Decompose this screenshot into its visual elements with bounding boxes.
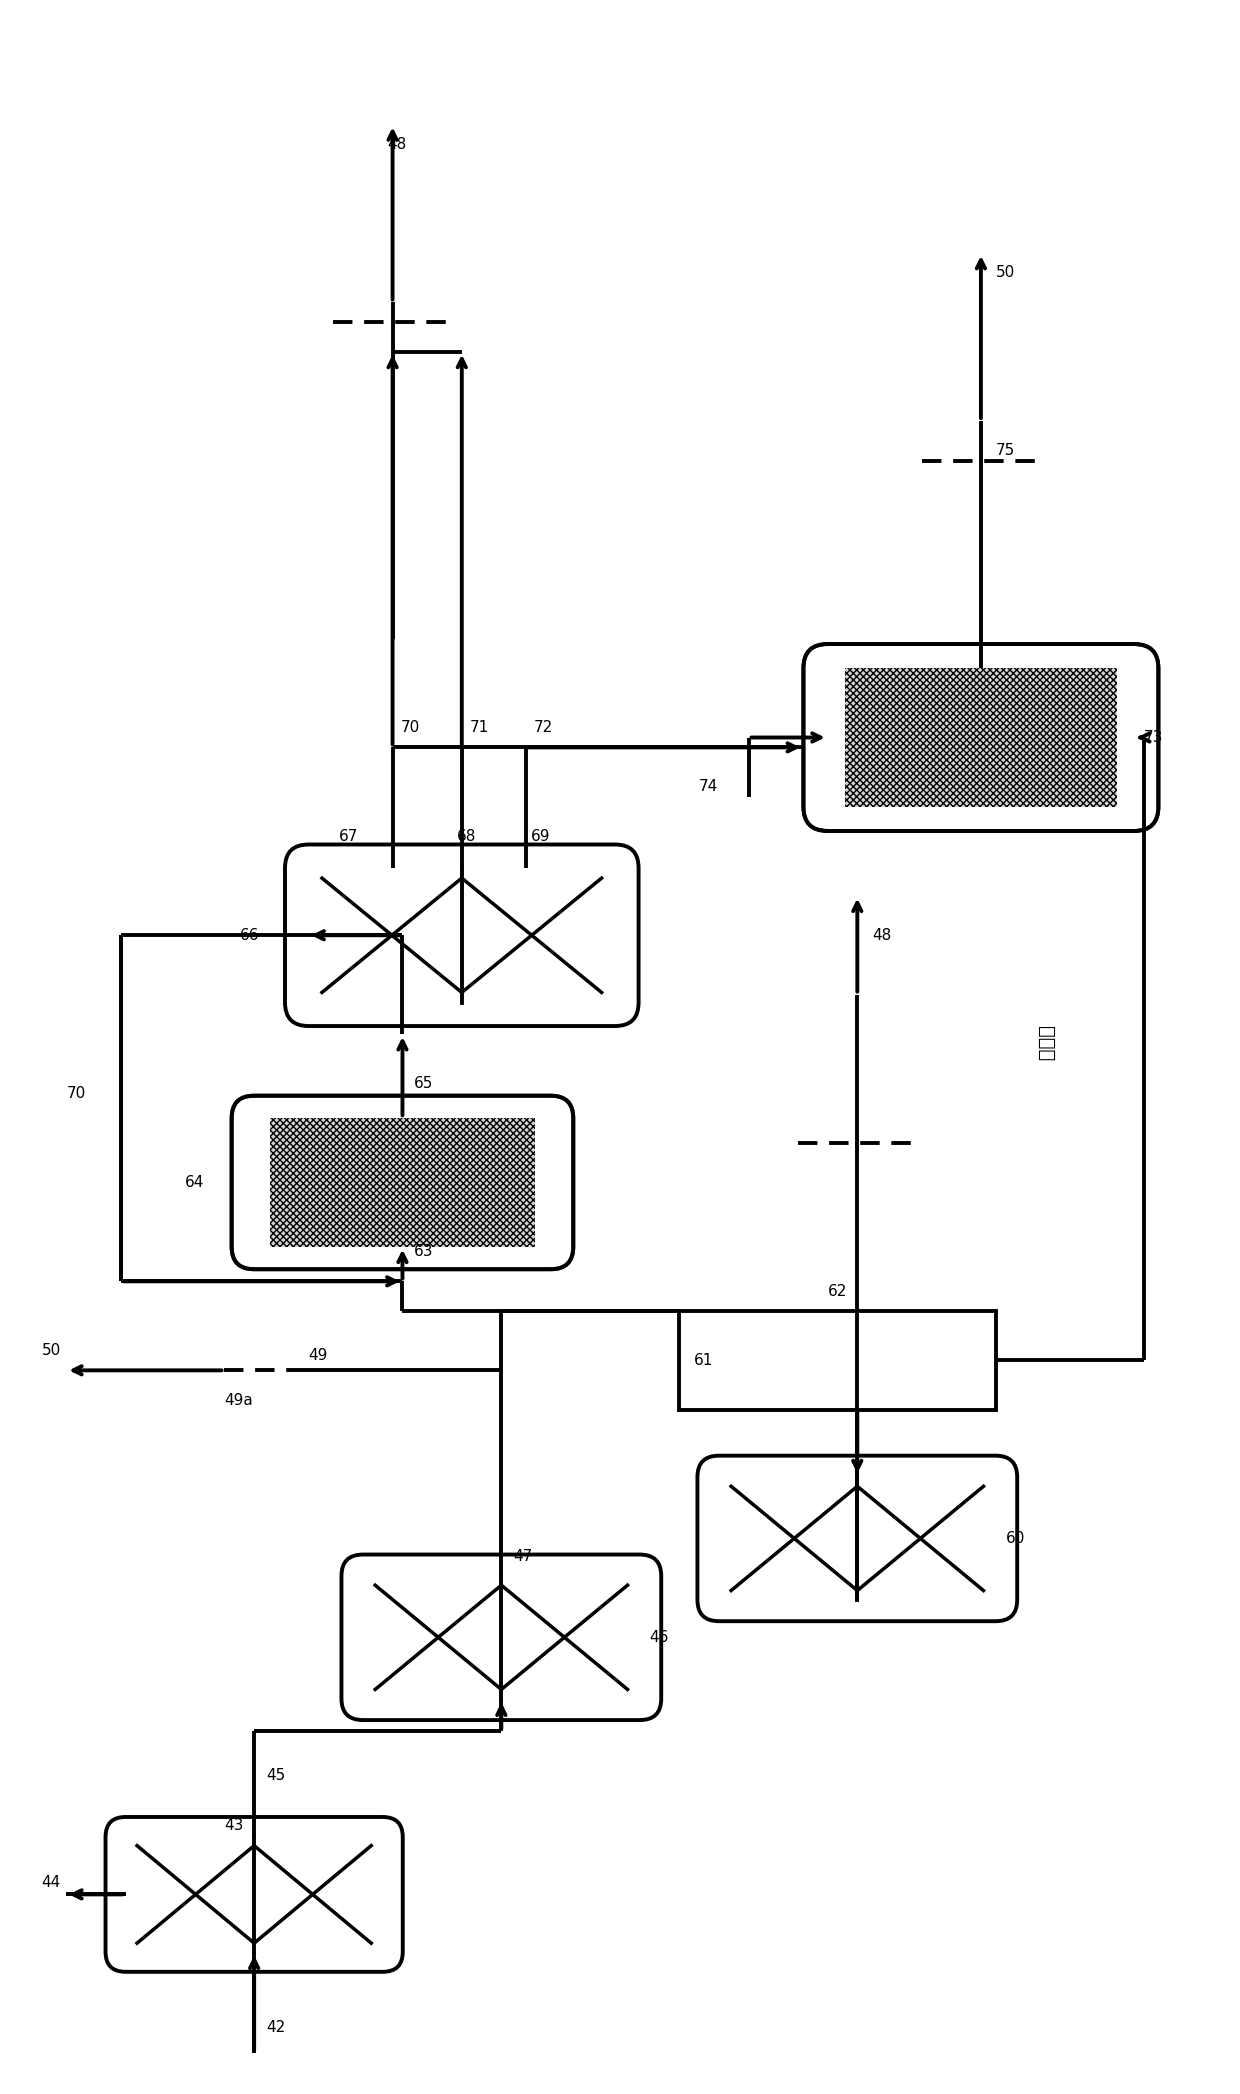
Text: 63: 63 [414, 1244, 434, 1258]
Text: 45: 45 [267, 1767, 285, 1784]
Text: 本发明: 本发明 [1035, 1026, 1055, 1062]
Text: 66: 66 [239, 928, 259, 942]
Text: 73: 73 [1145, 731, 1163, 745]
Text: 75: 75 [996, 444, 1016, 459]
Text: 61: 61 [694, 1353, 713, 1367]
Text: 50: 50 [996, 266, 1016, 281]
FancyBboxPatch shape [285, 844, 639, 1026]
FancyBboxPatch shape [341, 1554, 661, 1719]
Text: 64: 64 [185, 1175, 205, 1189]
FancyBboxPatch shape [697, 1455, 1017, 1621]
Text: 48: 48 [388, 136, 407, 151]
Text: 43: 43 [224, 1818, 244, 1832]
Text: 74: 74 [699, 779, 718, 794]
Text: 65: 65 [414, 1076, 434, 1091]
Text: 67: 67 [339, 829, 358, 844]
Text: 70: 70 [401, 720, 419, 735]
Text: 50: 50 [42, 1342, 61, 1359]
Text: 70: 70 [67, 1087, 86, 1101]
Text: 49a: 49a [224, 1393, 253, 1407]
Bar [680, 1311, 996, 1409]
Text: 71: 71 [470, 720, 489, 735]
Text: 49: 49 [309, 1349, 327, 1363]
Text: 44: 44 [42, 1874, 61, 1891]
Text: 60: 60 [1006, 1531, 1025, 1545]
Text: 68: 68 [456, 829, 476, 844]
Text: 47: 47 [513, 1550, 532, 1564]
FancyBboxPatch shape [105, 1818, 403, 1973]
Text: 62: 62 [828, 1284, 847, 1298]
Text: 42: 42 [267, 2021, 285, 2035]
FancyBboxPatch shape [844, 668, 1117, 806]
Text: 69: 69 [531, 829, 551, 844]
Text: 48: 48 [872, 928, 892, 942]
Text: 72: 72 [534, 720, 553, 735]
Text: 46: 46 [650, 1629, 670, 1644]
FancyBboxPatch shape [270, 1118, 534, 1246]
FancyBboxPatch shape [804, 645, 1158, 831]
FancyBboxPatch shape [232, 1095, 573, 1269]
